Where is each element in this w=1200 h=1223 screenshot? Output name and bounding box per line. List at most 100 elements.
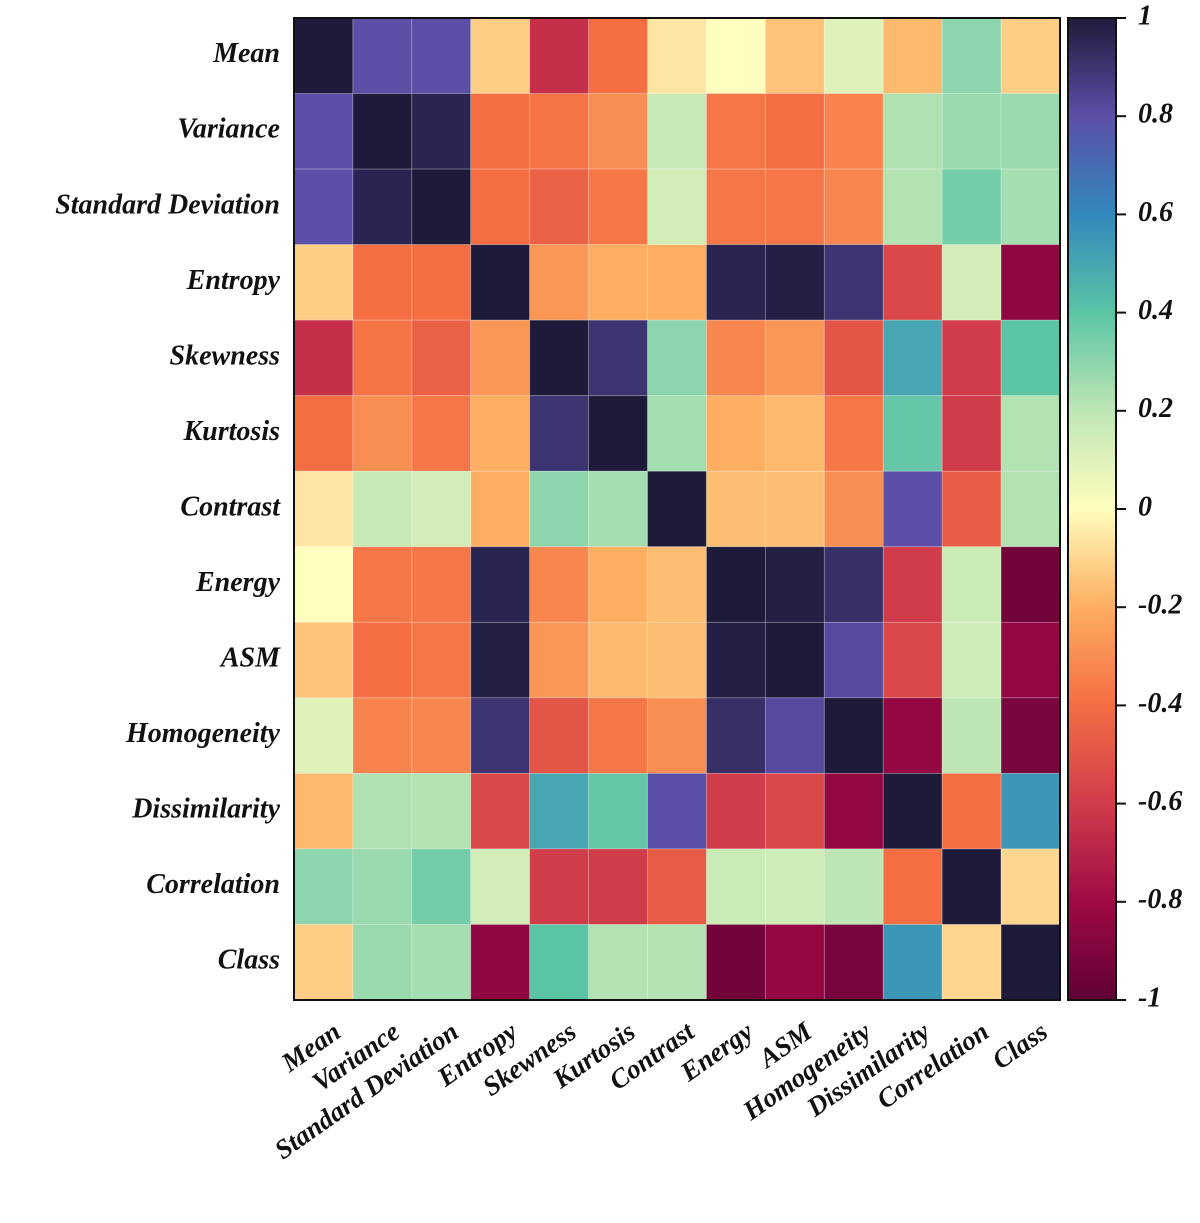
heatmap-cell-contrast-correlation [941,470,1002,548]
heatmap-cell-asm-energy [706,621,766,699]
heatmap-cell-contrast-asm [764,470,825,548]
colorbar-tick-label: 0 [1138,491,1152,522]
heatmap-cell-standard-deviation-variance [352,168,413,246]
heatmap-cell-correlation-correlation [941,848,1002,925]
heatmap-cell-variance-contrast [647,93,707,170]
y-tick-label-correlation: Correlation [146,869,280,900]
heatmap-cell-class-contrast [647,924,707,1001]
heatmap-cell-variance-correlation [941,93,1002,170]
heatmap-cell-energy-mean [293,546,354,623]
y-tick-label-entropy: Entropy [186,265,281,296]
heatmap-cell-mean-energy [706,17,766,94]
y-tick-label-standard-deviation: Standard Deviation [55,189,280,220]
heatmap-cell-class-homogeneity [823,924,884,1001]
heatmap-cell-kurtosis-mean [293,395,354,472]
heatmap-cell-contrast-dissimilarity [882,470,943,548]
heatmap-cell-energy-correlation [941,546,1002,623]
heatmap-cell-correlation-dissimilarity [882,848,943,925]
heatmap-cell-homogeneity-skewness [529,697,590,774]
heatmap-cell-skewness-energy [706,319,766,397]
x-tick-label-class: Class [987,1016,1053,1075]
heatmap-cell-mean-dissimilarity [882,17,943,94]
heatmap-cell-energy-standard-deviation [411,546,472,623]
heatmap-cell-homogeneity-energy [706,697,766,774]
heatmap-cell-correlation-homogeneity [823,848,884,925]
heatmap-cell-mean-mean [293,17,354,94]
heatmap-cell-energy-entropy [470,546,531,623]
heatmap-cell-standard-deviation-mean [293,168,354,246]
heatmap-cell-homogeneity-entropy [470,697,531,774]
heatmap-cell-class-asm [764,924,825,1001]
heatmap-cell-entropy-mean [293,244,354,321]
heatmap-cell-energy-variance [352,546,413,623]
heatmap-cell-kurtosis-entropy [470,395,531,472]
heatmap-cell-variance-dissimilarity [882,93,943,170]
y-axis-tick-labels: Mean Variance Standard Deviation Entropy Ske… [55,38,281,975]
heatmap-cell-contrast-standard-deviation [411,470,472,548]
heatmap-cell-skewness-homogeneity [823,319,884,397]
heatmap-cell-contrast-class [1000,470,1061,548]
heatmap-cell-energy-asm [764,546,825,623]
heatmap-cell-skewness-variance [352,319,413,397]
heatmap-cell-standard-deviation-contrast [647,168,707,246]
heatmap-cell-skewness-dissimilarity [882,319,943,397]
heatmap-cell-standard-deviation-energy [706,168,766,246]
heatmap-cell-kurtosis-asm [764,395,825,472]
colorbar-tick-label: 0.6 [1138,197,1173,228]
heatmap-cell-energy-kurtosis [588,546,648,623]
heatmap-cell-contrast-contrast [647,470,707,548]
heatmap-cell-homogeneity-asm [764,697,825,774]
y-tick-label-class: Class [218,945,280,976]
heatmap-cell-variance-asm [764,93,825,170]
heatmap-cell-skewness-standard-deviation [411,319,472,397]
heatmap-cell-contrast-mean [293,470,354,548]
heatmap-cell-asm-variance [352,621,413,699]
colorbar-tick-label: 1 [1138,0,1152,31]
heatmap-cell-contrast-energy [706,470,766,548]
heatmap-cell-class-energy [706,924,766,1001]
heatmap-cell-skewness-kurtosis [588,319,648,397]
heatmap-cell-energy-dissimilarity [882,546,943,623]
heatmap-cell-entropy-energy [706,244,766,321]
heatmap-cell-class-dissimilarity [882,924,943,1001]
heatmap-cell-correlation-asm [764,848,825,925]
heatmap-cell-correlation-entropy [470,848,531,925]
heatmap-cell-dissimilarity-variance [352,772,413,850]
heatmap-cell-variance-energy [706,93,766,170]
heatmap-cell-energy-homogeneity [823,546,884,623]
heatmap-cell-class-class [1000,924,1061,1001]
heatmap-cell-correlation-standard-deviation [411,848,472,925]
heatmap-cell-dissimilarity-mean [293,772,354,850]
heatmap-cell-kurtosis-energy [706,395,766,472]
heatmap-cell-variance-class [1000,93,1061,170]
y-tick-label-asm: ASM [219,642,281,673]
heatmap-cell-energy-class [1000,546,1061,623]
heatmap-cell-class-standard-deviation [411,924,472,1001]
y-tick-label-homogeneity: Homogeneity [125,718,281,749]
heatmap-cell-asm-skewness [529,621,590,699]
heatmap-cell-variance-standard-deviation [411,93,472,170]
heatmap-cell-homogeneity-class [1000,697,1061,774]
heatmap-cell-dissimilarity-standard-deviation [411,772,472,850]
heatmap-cell-class-skewness [529,924,590,1001]
colorbar-tick-label: -1 [1138,982,1161,1013]
heatmap-cell-entropy-skewness [529,244,590,321]
y-tick-label-mean: Mean [212,38,280,69]
heatmap-cell-entropy-variance [352,244,413,321]
heatmap-cell-variance-variance [352,93,413,170]
heatmap-cell-variance-mean [293,93,354,170]
heatmap-cell-variance-entropy [470,93,531,170]
heatmap-cell-contrast-kurtosis [588,470,648,548]
heatmap-cell-skewness-asm [764,319,825,397]
colorbar-tick-label: -0.2 [1138,590,1182,621]
heatmap-cell-standard-deviation-entropy [470,168,531,246]
heatmap-cell-kurtosis-standard-deviation [411,395,472,472]
heatmap-cell-kurtosis-homogeneity [823,395,884,472]
heatmap-cell-asm-standard-deviation [411,621,472,699]
heatmap-cell-entropy-standard-deviation [411,244,472,321]
y-tick-label-energy: Energy [195,567,281,598]
heatmap-cell-correlation-contrast [647,848,707,925]
heatmap-cell-asm-correlation [941,621,1002,699]
heatmap-cell-asm-entropy [470,621,531,699]
